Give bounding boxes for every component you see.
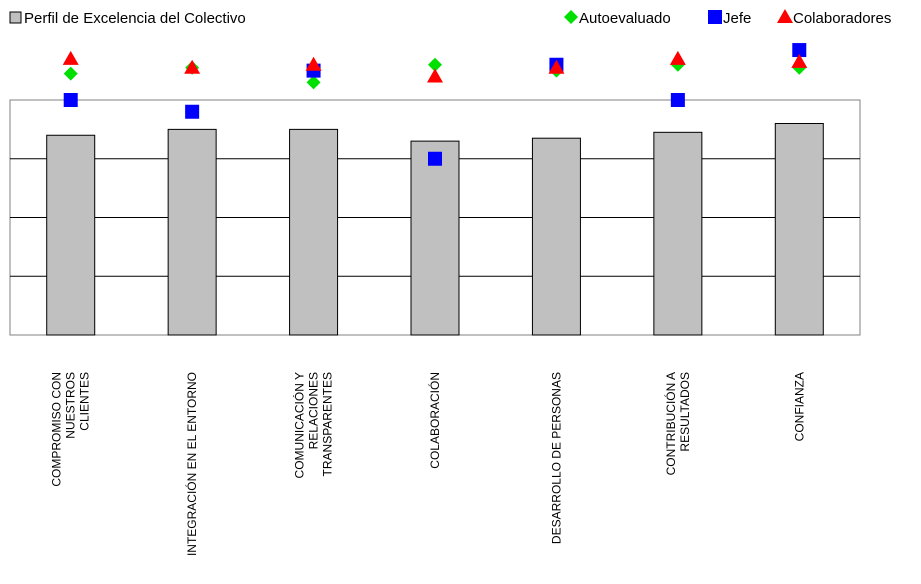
- bar: [774, 123, 824, 336]
- category-label: COMUNICACIÓN Y: [292, 372, 307, 478]
- category-label: CLIENTES: [78, 372, 92, 431]
- legend-label: Colaboradores: [793, 10, 891, 27]
- plot-area: [9, 43, 861, 336]
- square-point: [185, 104, 200, 119]
- triangle-point: [427, 68, 443, 83]
- category-label: CONFIANZA: [792, 372, 806, 441]
- legend-triangle-icon: [777, 9, 793, 23]
- square-point: [792, 43, 807, 58]
- square-point: [670, 93, 685, 107]
- legend-diamond-icon: [564, 10, 578, 24]
- legend-label: Perfil de Excelencia del Colectivo: [24, 10, 246, 27]
- bar: [46, 134, 96, 336]
- square-point: [63, 93, 78, 107]
- category-label: COMPROMISO CON: [50, 372, 64, 487]
- triangle-point: [791, 53, 808, 68]
- bar: [531, 137, 581, 336]
- legend-square-icon: [708, 10, 722, 24]
- category-label: COLABORACIÓN: [427, 372, 442, 469]
- bar: [289, 128, 339, 336]
- category-label: CONTRIBUCIÓN A: [663, 372, 678, 475]
- legend-label: Jefe: [723, 10, 751, 27]
- legend: Perfil de Excelencia del Colectivo Autoev…: [9, 9, 891, 27]
- triangle-point: [62, 50, 79, 65]
- bar: [167, 128, 217, 336]
- triangle-point: [305, 56, 322, 71]
- category-label: RELACIONES: [307, 372, 321, 449]
- category-label: DESARROLLO DE PERSONAS: [549, 372, 563, 544]
- legend-swatch-bar: [9, 11, 22, 24]
- legend-label: Autoevaluado: [579, 10, 671, 27]
- diamond-point: [428, 57, 442, 72]
- category-label: RESULTADOS: [678, 372, 692, 452]
- triangle-point: [184, 59, 201, 74]
- square-point: [428, 151, 442, 166]
- category-label: NUESTROS: [64, 372, 78, 439]
- triangle-point: [669, 50, 686, 65]
- category-label: TRANSPARENTES: [321, 372, 335, 476]
- diamond-point: [63, 66, 78, 81]
- category-label: INTEGRACIÓN EN EL ENTORNO: [184, 372, 199, 556]
- bar: [410, 140, 460, 336]
- triangle-point: [548, 59, 565, 74]
- category-labels: COMPROMISO CON NUESTROS CLIENTES INTEGRACIÓ…: [50, 372, 807, 556]
- bar: [653, 131, 703, 336]
- diamond-point: [306, 75, 321, 90]
